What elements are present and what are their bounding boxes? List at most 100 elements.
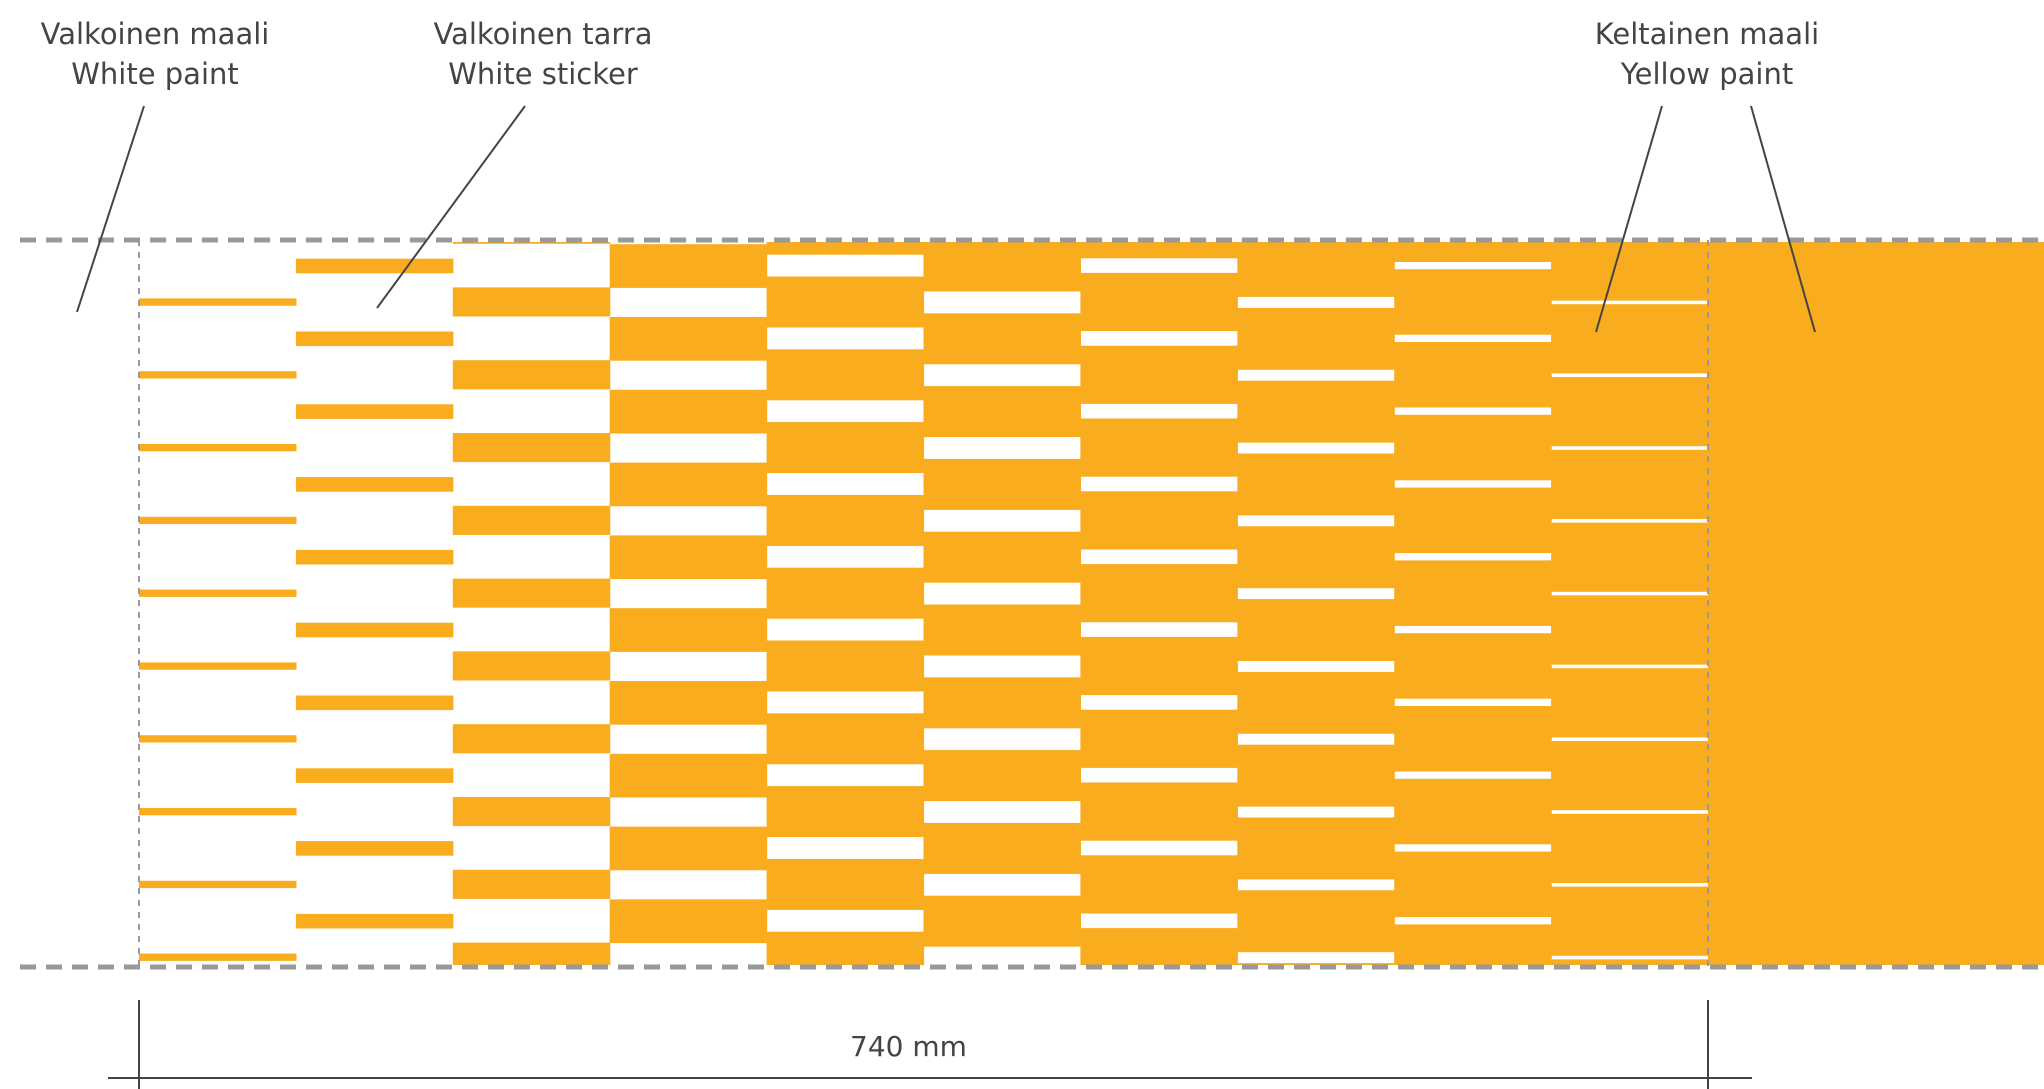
stripe-col7-bar xyxy=(1080,782,1238,841)
stripe-col10-bar xyxy=(1551,595,1709,665)
leader-white-sticker xyxy=(376,105,526,309)
stripe-col9-bar xyxy=(1394,242,1552,262)
label-yellow-paint: Keltainen maali Yellow paint xyxy=(1582,14,1832,94)
stripe-col6-bar xyxy=(923,677,1081,729)
stripe-col1-bar xyxy=(139,298,297,306)
label-white-sticker-en: White sticker xyxy=(448,57,638,91)
stripe-col9-bar xyxy=(1394,414,1552,481)
stripe-col9-bar xyxy=(1394,706,1552,772)
stripe-col10-bar xyxy=(1551,959,1709,965)
stripe-col10-bar xyxy=(1551,813,1709,883)
stripe-col6-bar xyxy=(923,822,1081,874)
stripe-col3-bar xyxy=(452,797,611,827)
stripe-col2-bar xyxy=(295,841,454,856)
stripe-col10-bar xyxy=(1551,242,1709,301)
stripe-col1-bar xyxy=(139,953,297,961)
stripe-col4-bar xyxy=(609,899,768,944)
stripe-col5-bar xyxy=(766,640,925,692)
stripe-col5-bar xyxy=(766,713,925,765)
stripe-col7-bar xyxy=(1080,564,1238,623)
stripe-col8-bar xyxy=(1237,963,1395,965)
stripe-col1-bar xyxy=(139,735,297,743)
stripe-col8-bar xyxy=(1237,744,1395,807)
stripe-col6-bar xyxy=(923,604,1081,656)
stripe-col2-bar xyxy=(295,622,454,638)
stripe-col9-bar xyxy=(1394,924,1552,965)
stripe-col9-bar xyxy=(1394,269,1552,335)
transition-stripes xyxy=(139,242,1709,965)
stripe-col5-bar xyxy=(766,786,925,838)
stripe-col1-bar xyxy=(139,808,297,816)
stripe-col6-bar xyxy=(923,895,1081,947)
stripe-col9-bar xyxy=(1394,560,1552,626)
solid-yellow-area xyxy=(1708,242,2044,965)
stripe-col4-bar xyxy=(609,462,768,507)
stripe-col1-bar xyxy=(139,444,297,452)
label-white-paint-en: White paint xyxy=(71,57,239,91)
stripe-col1-bar xyxy=(139,662,297,670)
stripe-col2-bar xyxy=(295,404,454,419)
stripe-col3-bar xyxy=(452,287,611,317)
stripe-col4-bar xyxy=(609,244,768,288)
stripe-col2-bar xyxy=(295,331,454,347)
stripe-col2-bar xyxy=(295,477,454,492)
stripe-col8-bar xyxy=(1237,526,1395,589)
stripe-col5-bar xyxy=(766,349,925,401)
label-yellow-paint-fi: Keltainen maali xyxy=(1594,17,1820,51)
stripe-col8-bar xyxy=(1237,242,1395,297)
stripe-col3-bar xyxy=(452,505,611,535)
label-white-paint-fi: Valkoinen maali xyxy=(40,17,270,51)
stripe-col8-bar xyxy=(1237,453,1395,516)
stripe-col7-bar xyxy=(1080,345,1238,404)
stripe-col6-bar xyxy=(923,242,1081,292)
stripe-col10-bar xyxy=(1551,449,1709,519)
stripe-col7-bar xyxy=(1080,491,1238,550)
stripe-col3-bar xyxy=(452,433,611,463)
stripe-col9-bar xyxy=(1394,487,1552,554)
label-white-paint: Valkoinen maali White paint xyxy=(30,14,280,94)
dimension-label: 740 mm xyxy=(850,1030,967,1063)
label-yellow-paint-en: Yellow paint xyxy=(1620,57,1794,91)
label-white-sticker: Valkoinen tarra White sticker xyxy=(418,14,668,94)
stripe-col8-bar xyxy=(1237,307,1395,370)
stripe-col2-bar xyxy=(295,695,454,711)
stripe-col1-bar xyxy=(139,589,297,597)
stripe-col10-bar xyxy=(1551,377,1709,447)
stripe-col5-bar xyxy=(766,494,925,546)
stripe-col2-bar xyxy=(295,768,454,783)
stripe-col3-bar xyxy=(452,360,611,390)
stripe-col3-bar xyxy=(452,578,611,608)
stripe-col7-bar xyxy=(1080,855,1238,914)
stripe-col6-bar xyxy=(923,531,1081,583)
stripe-col3-bar xyxy=(452,242,611,244)
stripe-col2-bar xyxy=(295,549,454,565)
label-white-sticker-fi: Valkoinen tarra xyxy=(433,17,653,51)
stripe-col7-bar xyxy=(1080,636,1238,696)
stripe-col4-bar xyxy=(609,317,768,361)
stripe-col8-bar xyxy=(1237,817,1395,880)
stripe-col9-bar xyxy=(1394,342,1552,408)
stripe-col5-bar xyxy=(766,567,925,619)
stripe-col10-bar xyxy=(1551,668,1709,738)
stripe-col4-bar xyxy=(609,608,768,652)
stripe-col4-bar xyxy=(609,389,768,434)
stripe-col7-bar xyxy=(1080,272,1238,332)
stripe-col3-bar xyxy=(452,724,611,754)
stripe-col4-bar xyxy=(609,681,768,725)
stripe-col1-bar xyxy=(139,371,297,379)
stripe-col4-bar xyxy=(609,753,768,798)
stripe-col5-bar xyxy=(766,242,925,255)
stripe-col8-bar xyxy=(1237,671,1395,734)
stripe-col2-bar xyxy=(295,913,454,929)
stripe-col7-bar xyxy=(1080,242,1238,259)
stripe-col4-bar xyxy=(609,535,768,580)
stripe-col9-bar xyxy=(1394,851,1552,918)
stripe-col4-bar xyxy=(609,826,768,871)
leader-yellow-paint-1 xyxy=(1595,105,1663,333)
stripe-col1-bar xyxy=(139,516,297,525)
stripe-col6-bar xyxy=(923,750,1081,802)
stripe-col7-bar xyxy=(1080,709,1238,768)
stripe-col2-bar xyxy=(295,258,454,274)
stripe-col9-bar xyxy=(1394,633,1552,699)
